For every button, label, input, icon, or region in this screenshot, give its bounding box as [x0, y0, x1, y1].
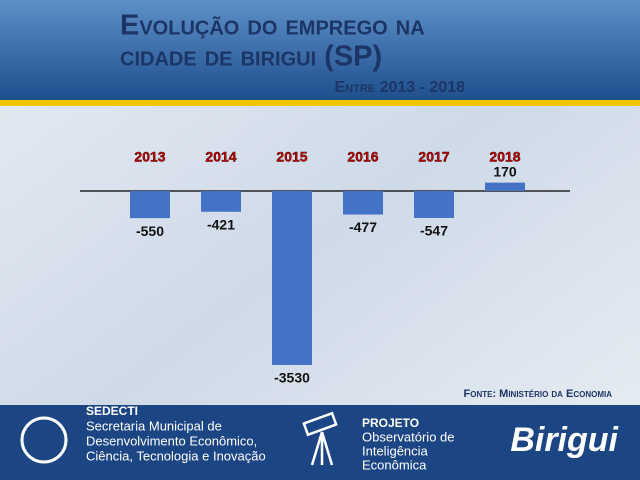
value-label: -3530 [274, 370, 310, 386]
bar [414, 191, 454, 218]
title-line: Evolução do emprego na [120, 10, 425, 42]
source: Fonte: Ministério da Economia [464, 388, 613, 400]
bar [130, 191, 170, 219]
sedecti-name: SEDECTI [86, 404, 138, 418]
header-stripe [0, 100, 640, 106]
bar [485, 182, 525, 191]
projeto-line: Inteligência [362, 443, 429, 458]
sedecti-line: Secretaria Municipal de [86, 418, 222, 433]
projeto-line: Observatório de [362, 429, 455, 444]
title-line: cidade de birigui (SP) [120, 41, 382, 73]
header-band [0, 0, 640, 100]
value-label: -550 [136, 223, 164, 239]
telescope-icon [302, 411, 338, 466]
category-label: 2016 [347, 149, 378, 165]
category-label: 2014 [205, 149, 236, 165]
projeto-line: Econômica [362, 457, 427, 472]
sedecti-line: Ciência, Tecnologia e Inovação [86, 448, 266, 463]
sedecti-logo [20, 416, 68, 464]
category-label: 2013 [134, 149, 165, 165]
bar [201, 191, 241, 212]
bar [272, 191, 312, 365]
category-label: 2017 [418, 149, 449, 165]
value-label: 170 [493, 163, 517, 179]
category-label: 2018 [489, 149, 520, 165]
value-label: -547 [420, 223, 448, 239]
value-label: -477 [349, 219, 377, 235]
value-label: -421 [207, 216, 235, 232]
subtitle: Entre 2013 - 2018 [335, 79, 466, 96]
projeto-name: PROJETO [362, 416, 419, 430]
bar [343, 191, 383, 215]
category-label: 2015 [276, 149, 307, 165]
sedecti-line: Desenvolvimento Econômico, [86, 433, 257, 448]
brand: Birigui [510, 421, 619, 459]
